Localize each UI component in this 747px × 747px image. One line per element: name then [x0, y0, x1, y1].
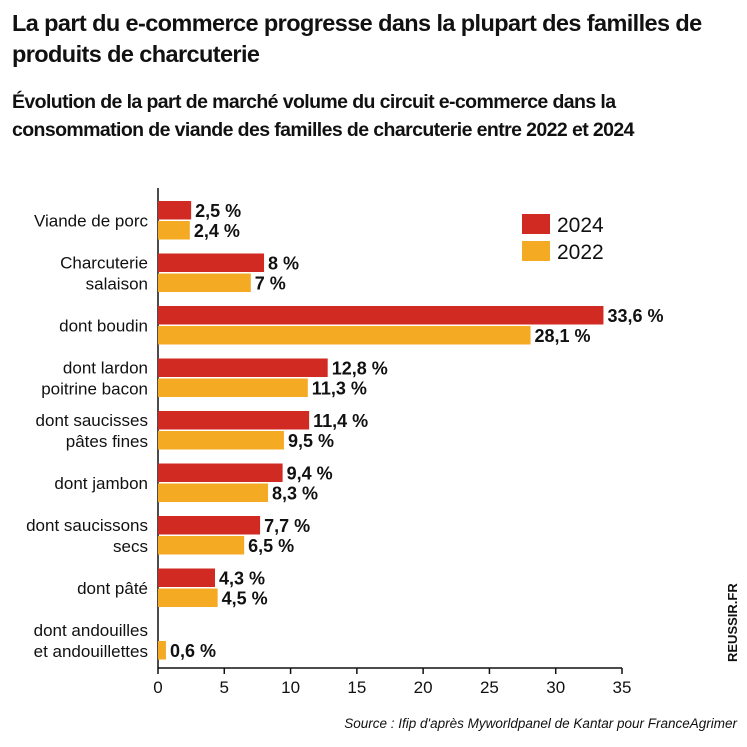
bar-2024 — [158, 463, 283, 482]
data-label-2022: 4,5 % — [222, 588, 268, 608]
category-label: dont lardon — [63, 358, 148, 377]
x-tick-label: 10 — [281, 678, 300, 697]
data-label-2024: 9,4 % — [287, 463, 333, 483]
data-label-2022: 11,3 % — [312, 378, 367, 398]
data-label-2022: 8,3 % — [272, 483, 318, 503]
category-label: dont boudin — [59, 316, 148, 335]
x-tick-label: 20 — [414, 678, 433, 697]
category-label: pâtes fines — [66, 432, 148, 451]
legend-label-2022: 2022 — [557, 241, 604, 264]
data-label-2024: 7,7 % — [264, 516, 310, 536]
x-tick-label: 35 — [613, 678, 632, 697]
bar-2024 — [158, 568, 216, 587]
category-label: dont pâté — [77, 579, 148, 598]
category-label: salaison — [86, 274, 148, 293]
bar-2022 — [158, 431, 284, 450]
bar-2024 — [158, 358, 328, 377]
data-label-2022: 2,4 % — [194, 221, 240, 241]
category-label: dont saucissons — [26, 516, 148, 535]
legend-swatch-2024 — [522, 214, 550, 234]
bar-2022 — [158, 588, 218, 607]
data-label-2022: 9,5 % — [288, 431, 334, 451]
bar-2024 — [158, 201, 192, 220]
bar-2022 — [158, 641, 166, 660]
bar-2022 — [158, 378, 308, 397]
bar-2024 — [158, 253, 265, 272]
category-label: Charcuterie — [60, 253, 148, 272]
bar-2022 — [158, 536, 245, 555]
category-label: secs — [113, 537, 148, 556]
bar-2024 — [158, 516, 261, 535]
data-label-2022: 6,5 % — [248, 536, 294, 556]
category-label: dont andouilles — [34, 621, 148, 640]
watermark: REUSSIR.FR — [725, 583, 740, 662]
category-label: dont jambon — [54, 474, 148, 493]
x-tick-label: 30 — [546, 678, 565, 697]
legend-label-2024: 2024 — [557, 214, 604, 237]
bar-2024 — [158, 411, 310, 430]
x-tick-label: 5 — [220, 678, 229, 697]
data-label-2024: 11,4 % — [313, 411, 368, 431]
bar-2024 — [158, 306, 604, 325]
x-tick-label: 25 — [480, 678, 499, 697]
category-label: poitrine bacon — [41, 379, 148, 398]
chart-title: La part du e-commerce progresse dans la … — [12, 10, 702, 67]
category-label: et andouillettes — [34, 642, 148, 661]
data-label-2022: 7 % — [255, 273, 286, 293]
x-tick-label: 15 — [347, 678, 366, 697]
x-tick-label: 0 — [153, 678, 162, 697]
data-label-2024: 33,6 % — [607, 306, 663, 326]
bar-2022 — [158, 221, 190, 240]
bar-2022 — [158, 273, 251, 292]
source-note: Source : Ifip d'après Myworldpanel de Ka… — [344, 716, 737, 731]
bar-2022 — [158, 483, 269, 502]
data-label-2022: 0,6 % — [170, 641, 216, 661]
data-label-2022: 28,1 % — [535, 326, 591, 346]
bar-2022 — [158, 326, 531, 345]
data-label-2024: 4,3 % — [219, 568, 265, 588]
data-label-2024: 12,8 % — [332, 358, 388, 378]
category-label: Viande de porc — [34, 211, 149, 230]
data-label-2024: 2,5 % — [195, 201, 241, 221]
category-label: dont saucisses — [36, 411, 148, 430]
data-label-2024: 8 % — [268, 253, 299, 273]
legend-swatch-2022 — [522, 241, 550, 261]
chart-subtitle: Évolution de la part de marché volume du… — [12, 91, 634, 141]
